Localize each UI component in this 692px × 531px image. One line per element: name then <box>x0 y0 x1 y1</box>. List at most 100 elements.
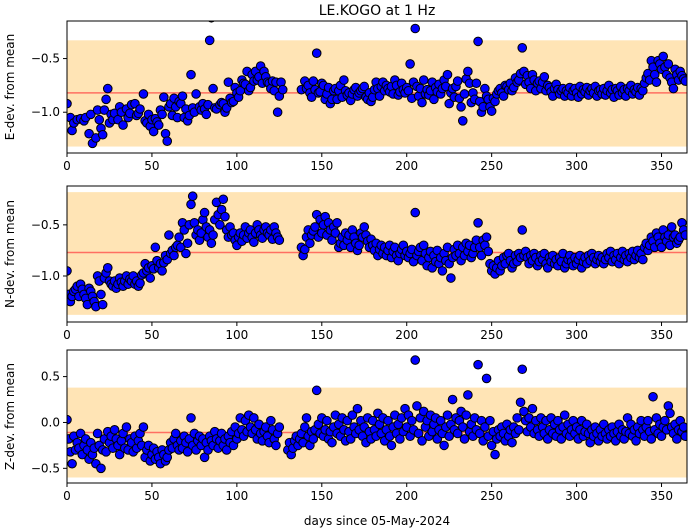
data-point <box>663 59 674 69</box>
data-point <box>67 458 77 469</box>
data-point <box>648 391 658 402</box>
data-point <box>218 194 229 205</box>
y-tick-label: 0.5 <box>41 370 60 384</box>
data-point <box>480 422 490 432</box>
chart-title: LE.KOGO at 1 Hz <box>319 3 436 19</box>
data-point <box>483 246 494 257</box>
data-point <box>96 289 106 300</box>
data-point <box>162 136 173 146</box>
data-point <box>352 403 363 414</box>
data-point <box>359 222 370 232</box>
data-point <box>507 437 517 448</box>
data-point <box>442 410 453 420</box>
data-point <box>457 422 468 432</box>
data-point <box>437 266 448 276</box>
data-point <box>638 254 648 265</box>
data-point <box>539 72 550 82</box>
data-point <box>308 434 319 444</box>
data-point <box>417 97 427 108</box>
data-point <box>102 263 113 273</box>
data-point <box>109 425 120 435</box>
data-point <box>94 114 105 125</box>
data-point <box>447 394 458 405</box>
data-point <box>164 230 174 240</box>
data-point <box>85 109 96 120</box>
panel-3: 0 50 100 150 200 250 300 350 −0.5 0.0 0.5 Z-dev. fr… <box>3 349 688 503</box>
data-point <box>138 89 149 99</box>
data-points <box>67 355 687 474</box>
data-point <box>481 232 492 242</box>
data-point <box>519 406 529 417</box>
axes-frame <box>66 20 688 154</box>
x-tick-label: 250 <box>480 489 503 503</box>
x-tick-label: 250 <box>480 159 503 173</box>
data-point <box>410 207 421 218</box>
data-point <box>118 120 128 130</box>
y-axis-label: Z-dev. from mean <box>3 363 17 470</box>
y-tick-label: 0.0 <box>41 415 60 429</box>
data-point <box>457 116 468 126</box>
x-tick-label: 0 <box>63 159 71 173</box>
data-point <box>206 238 217 249</box>
data-point <box>386 440 397 451</box>
data-point <box>517 43 528 53</box>
data-point <box>459 89 470 99</box>
x-tick-label: 150 <box>310 328 333 342</box>
data-point <box>515 397 526 408</box>
data-point <box>138 422 149 432</box>
data-point <box>517 364 528 375</box>
data-point <box>215 220 225 230</box>
x-tick-label: 200 <box>395 489 418 503</box>
data-point <box>157 266 167 276</box>
data-point <box>311 48 322 58</box>
data-point <box>135 104 145 114</box>
data-point <box>461 410 471 420</box>
data-point <box>512 413 522 423</box>
data-point <box>174 232 184 242</box>
data-point <box>84 128 94 139</box>
x-tick-label: 100 <box>225 159 248 173</box>
x-tick-label: 200 <box>395 328 418 342</box>
x-tick-label: 300 <box>565 328 588 342</box>
data-point <box>332 218 342 228</box>
data-point <box>311 385 322 396</box>
data-point <box>305 238 315 249</box>
data-point <box>410 23 421 34</box>
x-tick-label: 50 <box>144 159 159 173</box>
y-tick-label: −0.5 <box>31 52 60 66</box>
data-point <box>97 299 108 310</box>
data-point <box>186 199 196 210</box>
data-point <box>187 191 198 202</box>
data-point <box>272 107 283 118</box>
data-point <box>473 36 483 47</box>
x-tick-label: 350 <box>650 159 673 173</box>
data-point <box>150 242 161 253</box>
data-point <box>656 431 667 442</box>
x-tick-label: 100 <box>225 328 248 342</box>
data-point <box>300 422 310 432</box>
data-point <box>486 106 497 116</box>
data-point <box>204 35 215 46</box>
y-axis-label: E-dev. from mean <box>3 34 17 140</box>
data-point <box>643 415 653 426</box>
data-point <box>266 415 276 426</box>
data-point <box>177 91 188 101</box>
data-point <box>527 403 538 414</box>
x-tick-label: 150 <box>310 159 333 173</box>
data-point <box>473 218 483 228</box>
data-point <box>96 463 106 474</box>
y-axis-label: N-dev. from mean <box>3 200 17 308</box>
data-point <box>354 240 364 251</box>
x-tick-label: 350 <box>650 489 673 503</box>
data-point <box>485 415 495 426</box>
panels: 0 50 100 150 200 250 300 350 −1.0 −0.5 E-dev. from… <box>3 20 688 503</box>
data-point <box>435 415 446 426</box>
data-point <box>322 415 332 426</box>
data-point <box>452 76 463 86</box>
data-point <box>145 273 156 283</box>
data-point <box>148 126 159 137</box>
data-point <box>308 76 319 86</box>
x-tick-label: 0 <box>63 489 71 503</box>
x-axis-label: days since 05-May-2024 <box>304 514 450 528</box>
